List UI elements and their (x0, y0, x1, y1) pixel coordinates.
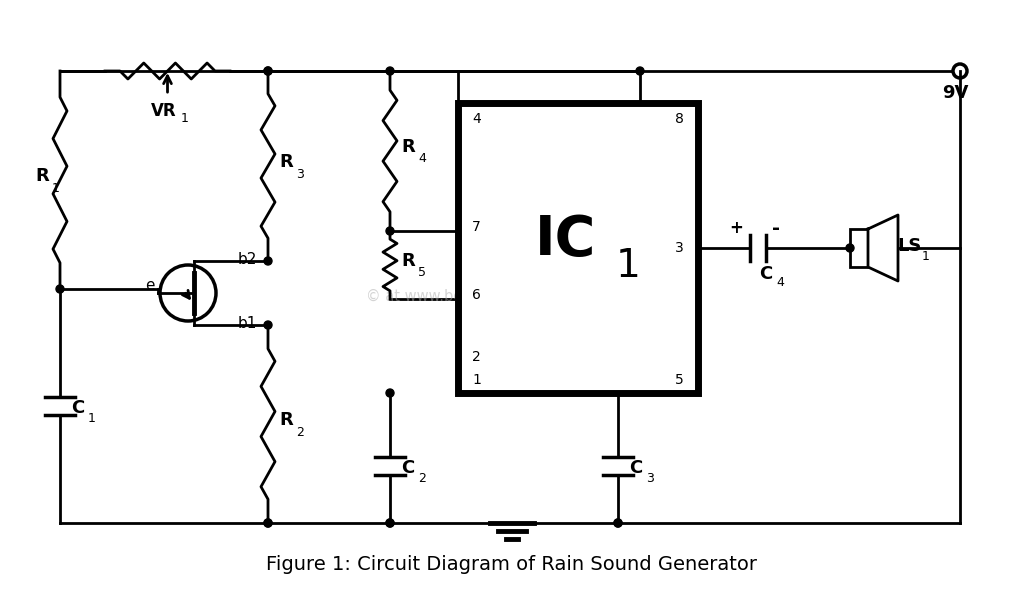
Circle shape (386, 519, 394, 527)
Circle shape (264, 321, 272, 329)
Text: 2: 2 (418, 472, 426, 485)
Text: C: C (72, 399, 85, 417)
Text: e: e (145, 278, 155, 293)
Circle shape (264, 519, 272, 527)
Text: R: R (280, 153, 293, 171)
Text: +: + (729, 219, 743, 237)
Circle shape (386, 227, 394, 235)
Text: 2: 2 (472, 350, 480, 364)
Text: Figure 1: Circuit Diagram of Rain Sound Generator: Figure 1: Circuit Diagram of Rain Sound … (266, 556, 758, 574)
Text: 3: 3 (675, 241, 684, 255)
Text: 6: 6 (472, 288, 481, 302)
Circle shape (56, 285, 63, 293)
Text: IC: IC (536, 213, 597, 267)
Circle shape (636, 67, 644, 75)
Text: C: C (760, 265, 773, 283)
Text: 4: 4 (472, 112, 480, 126)
Text: 7: 7 (472, 220, 480, 234)
Text: C: C (630, 459, 643, 477)
Bar (850, 229, 868, 267)
Circle shape (846, 244, 854, 252)
Text: 8: 8 (675, 112, 684, 126)
Text: 4: 4 (418, 152, 426, 165)
Text: 2: 2 (296, 426, 304, 439)
Circle shape (264, 519, 272, 527)
Text: © at www.bestengineeringprojects.com: © at www.bestengineeringprojects.com (366, 288, 658, 304)
FancyBboxPatch shape (458, 103, 698, 393)
Text: R: R (35, 167, 49, 185)
Text: -: - (772, 219, 780, 238)
Text: LS: LS (898, 237, 923, 255)
Text: 5: 5 (675, 373, 684, 387)
Text: b1: b1 (238, 316, 257, 330)
Circle shape (264, 257, 272, 265)
Text: R: R (401, 138, 415, 156)
Text: VR: VR (151, 102, 176, 120)
Text: b2: b2 (238, 252, 257, 267)
Circle shape (264, 67, 272, 75)
Text: 1: 1 (472, 373, 481, 387)
Circle shape (614, 519, 622, 527)
Text: C: C (401, 459, 415, 477)
Text: R: R (280, 411, 293, 429)
Circle shape (264, 67, 272, 75)
Circle shape (386, 519, 394, 527)
Text: 9V: 9V (942, 84, 968, 102)
Text: 1: 1 (52, 181, 60, 194)
Text: 1: 1 (180, 112, 188, 125)
Text: 4: 4 (776, 277, 784, 290)
Circle shape (614, 519, 622, 527)
Text: 1: 1 (922, 249, 930, 262)
Circle shape (386, 389, 394, 397)
Polygon shape (868, 215, 898, 281)
Text: 3: 3 (296, 167, 304, 180)
Text: 1: 1 (88, 413, 96, 426)
Text: 5: 5 (418, 267, 426, 280)
Circle shape (386, 67, 394, 75)
Text: 1: 1 (616, 247, 641, 285)
Text: 3: 3 (646, 472, 654, 485)
Text: R: R (401, 252, 415, 270)
